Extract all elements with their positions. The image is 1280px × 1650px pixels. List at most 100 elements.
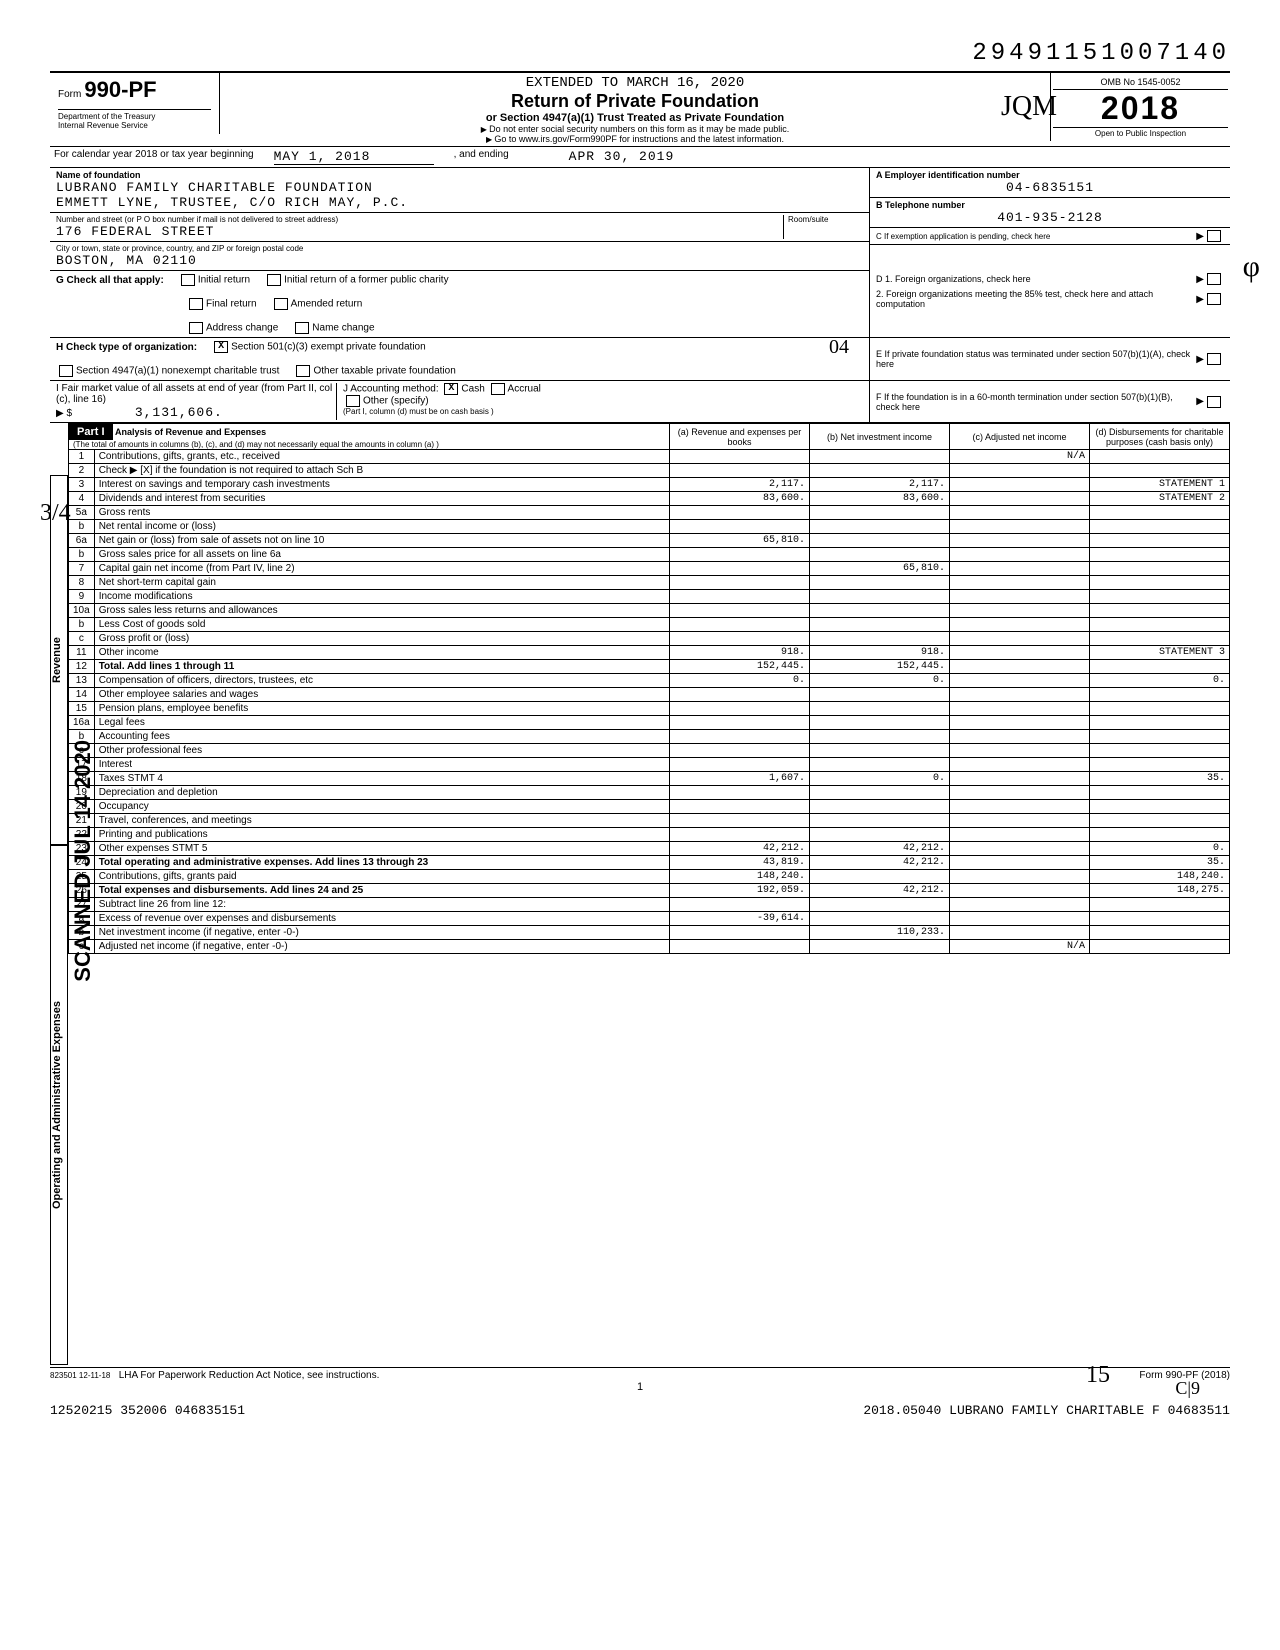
row-col-b [810, 506, 950, 520]
g-opt-4: Amended return [291, 299, 363, 310]
row-col-a [670, 464, 810, 478]
end-date: APR 30, 2019 [569, 149, 675, 165]
row-col-d [1090, 562, 1230, 576]
row-col-b: 918. [810, 646, 950, 660]
table-row: 23Other expenses STMT 542,212.42,212.0. [69, 842, 1230, 856]
row-num: 1 [69, 450, 95, 464]
row-col-a [670, 520, 810, 534]
footer-lha: LHA For Paperwork Reduction Act Notice, … [119, 1370, 380, 1381]
row-col-c [950, 758, 1090, 772]
j-cash-checkbox[interactable]: X [444, 383, 458, 395]
row-col-a: 1,607. [670, 772, 810, 786]
row-col-b: 2,117. [810, 478, 950, 492]
row-col-c [950, 548, 1090, 562]
table-row: cGross profit or (loss) [69, 632, 1230, 646]
row-col-d: 0. [1090, 842, 1230, 856]
g-opt-5: Name change [312, 323, 374, 334]
row-col-c [950, 590, 1090, 604]
d2-checkbox[interactable] [1207, 293, 1221, 305]
row-desc: Net gain or (loss) from sale of assets n… [94, 534, 669, 548]
row-col-a [670, 576, 810, 590]
h-4947-checkbox[interactable] [59, 365, 73, 377]
g-former-checkbox[interactable] [267, 274, 281, 286]
bottom-right: 2018.05040 LUBRANO FAMILY CHARITABLE F 0… [863, 1403, 1230, 1418]
form-footer: 823501 12-11-18 LHA For Paperwork Reduct… [50, 1367, 1230, 1381]
table-row: aExcess of revenue over expenses and dis… [69, 912, 1230, 926]
row-col-c [950, 660, 1090, 674]
table-row: 14Other employee salaries and wages [69, 688, 1230, 702]
sections-ijf-row: I Fair market value of all assets at end… [50, 381, 1230, 423]
table-row: 3Interest on savings and temporary cash … [69, 478, 1230, 492]
row-col-c [950, 646, 1090, 660]
row-col-c [950, 730, 1090, 744]
row-col-c [950, 506, 1090, 520]
foundation-name-cell: Name of foundation LUBRANO FAMILY CHARIT… [50, 168, 869, 213]
dept-irs: Internal Revenue Service [58, 121, 211, 130]
g-initial-checkbox[interactable] [181, 274, 195, 286]
e-checkbox[interactable] [1207, 353, 1221, 365]
form-id-box: Form 990-PF Department of the Treasury I… [50, 73, 220, 134]
table-row: 12Total. Add lines 1 through 11152,445.1… [69, 660, 1230, 674]
row-col-b [810, 618, 950, 632]
section-c-checkbox[interactable] [1207, 230, 1221, 242]
dept-treasury: Department of the Treasury [58, 109, 211, 121]
j-accrual-checkbox[interactable] [491, 383, 505, 395]
row-col-d [1090, 800, 1230, 814]
j-accrual: Accrual [508, 384, 541, 395]
part1-section: Revenue Operating and Administrative Exp… [50, 423, 1230, 1365]
part1-title: Analysis of Revenue and Expenses [115, 427, 266, 437]
row-col-a [670, 506, 810, 520]
row-col-d [1090, 940, 1230, 954]
h-other-checkbox[interactable] [296, 365, 310, 377]
row-col-c [950, 478, 1090, 492]
row-col-a: 148,240. [670, 870, 810, 884]
row-col-a [670, 730, 810, 744]
section-g-label: G Check all that apply: [56, 275, 164, 286]
row-col-c [950, 800, 1090, 814]
row-col-d [1090, 786, 1230, 800]
row-col-c [950, 884, 1090, 898]
row-col-a [670, 758, 810, 772]
street-cell: Number and street (or P O box number if … [50, 213, 869, 242]
g-final-checkbox[interactable] [189, 298, 203, 310]
row-col-a [670, 590, 810, 604]
table-row: 21Travel, conferences, and meetings [69, 814, 1230, 828]
row-col-a: 65,810. [670, 534, 810, 548]
row-col-a: 42,212. [670, 842, 810, 856]
row-col-a [670, 716, 810, 730]
row-col-d [1090, 926, 1230, 940]
row-col-c [950, 912, 1090, 926]
table-row: 13Compensation of officers, directors, t… [69, 674, 1230, 688]
row-col-d: 35. [1090, 856, 1230, 870]
row-col-a [670, 800, 810, 814]
table-row: 18Taxes STMT 41,607.0.35. [69, 772, 1230, 786]
handwritten-15: 15 [1086, 1362, 1110, 1389]
row-col-b: 83,600. [810, 492, 950, 506]
table-row: 1Contributions, gifts, grants, etc., rec… [69, 450, 1230, 464]
row-col-b [810, 688, 950, 702]
tax-year: 2018 [1053, 90, 1228, 127]
g-address-checkbox[interactable] [189, 322, 203, 334]
row-col-d [1090, 814, 1230, 828]
row-col-a: 918. [670, 646, 810, 660]
g-amended-checkbox[interactable] [274, 298, 288, 310]
row-desc: Net rental income or (loss) [94, 520, 669, 534]
row-desc: Pension plans, employee benefits [94, 702, 669, 716]
row-desc: Contributions, gifts, grants, etc., rece… [94, 450, 669, 464]
table-row: 8Net short-term capital gain [69, 576, 1230, 590]
g-name-checkbox[interactable] [295, 322, 309, 334]
h-501c3-checkbox[interactable]: X [214, 341, 228, 353]
row-desc: Gross rents [94, 506, 669, 520]
row-col-d [1090, 744, 1230, 758]
table-row: 7Capital gain net income (from Part IV, … [69, 562, 1230, 576]
row-col-a: 0. [670, 674, 810, 688]
f-checkbox[interactable] [1207, 396, 1221, 408]
row-col-b: 42,212. [810, 856, 950, 870]
row-desc: Other expenses STMT 5 [94, 842, 669, 856]
entity-info: Name of foundation LUBRANO FAMILY CHARIT… [50, 168, 1230, 271]
row-col-c [950, 618, 1090, 632]
j-other-checkbox[interactable] [346, 395, 360, 407]
g-opt-2: Address change [206, 323, 278, 334]
row-col-b [810, 870, 950, 884]
d1-checkbox[interactable] [1207, 273, 1221, 285]
